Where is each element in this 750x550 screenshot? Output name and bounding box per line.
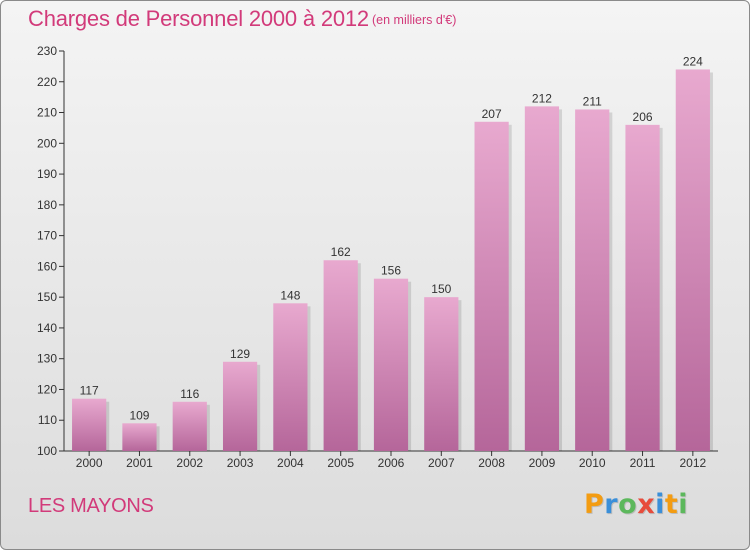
- logo-letter: P: [584, 489, 605, 520]
- y-axis: 100 110 120 130 140 150 160 170 180 190 200 210 220 2…: [37, 44, 65, 458]
- y-tick-label: 140: [37, 321, 57, 335]
- x-tick-label: 2003: [227, 456, 254, 470]
- chart-subtitle: (en milliers d'€): [372, 13, 457, 27]
- y-tick-label: 160: [37, 259, 57, 273]
- data-label-2001: 109: [129, 408, 149, 422]
- y-tick-label: 130: [37, 352, 57, 366]
- y-tick-label: 180: [37, 198, 57, 212]
- data-label-2005: 162: [331, 245, 351, 259]
- bar-2007: [424, 297, 459, 451]
- logo-letter: r: [604, 489, 619, 520]
- data-label-2006: 156: [381, 264, 401, 278]
- logo-letter: i: [655, 489, 665, 520]
- data-labels: 117 109 116 129 148 162 156 150 207 212 211 206 224: [80, 54, 704, 422]
- bar-2012: [675, 69, 710, 451]
- data-label-2011: 206: [633, 110, 653, 124]
- logo-letter: i: [678, 489, 689, 520]
- data-label-2004: 148: [280, 288, 300, 302]
- y-tick-label: 200: [37, 136, 57, 150]
- x-tick-label: 2008: [478, 456, 505, 470]
- x-tick-label: 2002: [176, 456, 203, 470]
- y-tick-label: 220: [37, 75, 57, 89]
- x-tick-label: 2006: [378, 456, 405, 470]
- bar-2001: [122, 423, 157, 451]
- y-tick-label: 120: [37, 382, 57, 396]
- x-tick-label: 2004: [277, 456, 304, 470]
- x-tick-label: 2005: [327, 456, 354, 470]
- x-tick-label: 2010: [579, 456, 606, 470]
- chart-title: Charges de Personnel 2000 à 2012: [28, 6, 369, 31]
- y-tick-label: 230: [37, 44, 57, 58]
- bar-2010: [575, 109, 610, 451]
- y-tick-label: 210: [37, 106, 57, 120]
- bar-2008: [474, 121, 509, 452]
- x-tick-label: 2001: [126, 456, 153, 470]
- data-label-2009: 212: [532, 91, 552, 105]
- logo-letter: t: [664, 489, 679, 520]
- bar-2005: [323, 260, 358, 451]
- data-label-2007: 150: [431, 282, 451, 296]
- y-tick-label: 150: [37, 290, 57, 304]
- data-label-2000: 117: [80, 384, 99, 398]
- bar-2006: [373, 278, 409, 451]
- proxiti-logo[interactable]: Proxiti: [584, 489, 688, 520]
- bar-2011: [625, 124, 660, 451]
- bar-2000: [72, 398, 107, 451]
- data-label-2012: 224: [683, 54, 703, 68]
- x-tick-label: 2009: [529, 456, 556, 470]
- bar-2004: [273, 303, 308, 451]
- bar-2003: [222, 361, 258, 451]
- bar-2002: [172, 401, 207, 451]
- data-label-2002: 116: [180, 387, 199, 401]
- y-tick-label: 190: [37, 167, 57, 181]
- x-tick-label: 2012: [679, 456, 706, 470]
- data-label-2003: 129: [230, 347, 250, 361]
- y-tick-label: 170: [37, 229, 57, 243]
- y-tick-label: 100: [37, 444, 57, 458]
- x-axis: 2000 2001 2002 2003 2004 2005 2006 2007 2008 2009…: [64, 450, 718, 470]
- bar-2009: [524, 106, 560, 451]
- logo-letter: o: [618, 489, 638, 520]
- x-tick-label: 2000: [76, 456, 103, 470]
- commune-name: LES MAYONS: [28, 495, 154, 517]
- data-label-2010: 211: [583, 94, 602, 108]
- x-tick-label: 2007: [428, 456, 455, 470]
- x-tick-label: 2011: [630, 456, 656, 470]
- bars: [72, 69, 713, 452]
- logo-letter: x: [637, 489, 656, 520]
- y-tick-label: 110: [38, 413, 57, 427]
- data-label-2008: 207: [482, 107, 502, 121]
